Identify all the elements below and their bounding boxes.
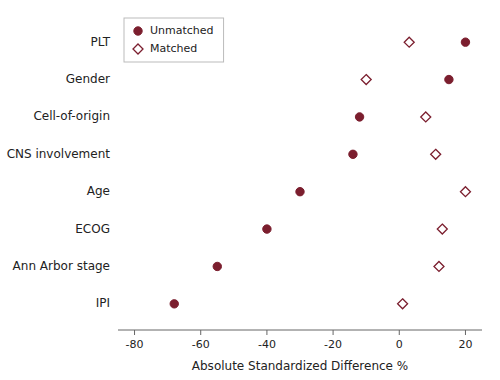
x-tick-label: 20 (458, 338, 472, 351)
x-axis-line (118, 330, 482, 331)
legend-label: Matched (150, 42, 197, 55)
y-tick-label: Ann Arbor stage (13, 259, 110, 273)
point (421, 112, 431, 122)
point (349, 150, 357, 158)
plot-area (170, 37, 470, 309)
legend-label: Unmatched (150, 24, 214, 37)
x-tick-label: -60 (192, 338, 210, 351)
y-tick-label: Gender (66, 72, 110, 86)
chart-container: PLT Gender Cell-of-origin CNS involvement Ag… (0, 0, 500, 380)
legend-marker (134, 27, 142, 35)
point (461, 38, 469, 46)
x-axis: -80 -60 -40 -20 0 20 (118, 330, 482, 351)
x-tick (465, 330, 466, 335)
point (445, 75, 453, 83)
x-tick (200, 330, 201, 335)
point (431, 149, 441, 159)
series (361, 37, 470, 309)
legend: Unmatched Matched (124, 18, 224, 62)
legend-frame (124, 18, 224, 62)
point (355, 113, 363, 121)
y-tick-label: Cell-of-origin (33, 109, 110, 123)
x-tick (134, 330, 135, 335)
point (434, 261, 444, 271)
series (170, 38, 470, 308)
point (361, 75, 371, 85)
legend-marker (133, 44, 143, 54)
y-tick-label: IPI (96, 296, 110, 310)
point (296, 187, 304, 195)
point (263, 225, 271, 233)
y-tick-label: CNS involvement (7, 147, 111, 161)
point (437, 224, 447, 234)
point (398, 299, 408, 309)
x-tick (399, 330, 400, 335)
x-tick-label: 0 (396, 338, 403, 351)
point (213, 262, 221, 270)
x-tick (266, 330, 267, 335)
y-axis: PLT Gender Cell-of-origin CNS involvement Ag… (7, 35, 111, 311)
y-tick-label: PLT (90, 35, 110, 49)
x-tick (333, 330, 334, 335)
y-tick-label: Age (87, 184, 110, 198)
y-tick-label: ECOG (75, 222, 110, 236)
point (404, 37, 414, 47)
point (170, 300, 178, 308)
point (460, 187, 470, 197)
chart: PLT Gender Cell-of-origin CNS involvement Ag… (0, 0, 500, 380)
x-tick-label: -80 (126, 338, 144, 351)
x-tick-label: -40 (258, 338, 276, 351)
x-axis-label: Absolute Standardized Difference % (192, 359, 408, 373)
x-tick-label: -20 (324, 338, 342, 351)
